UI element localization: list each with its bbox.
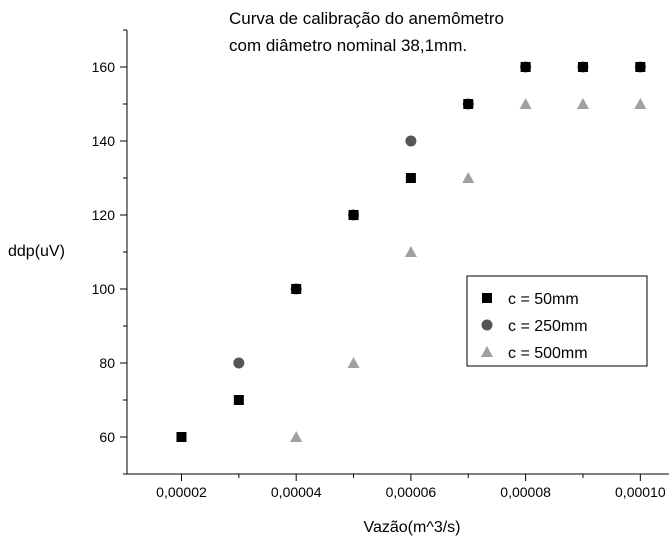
- y-tick-label: 140: [92, 133, 116, 149]
- data-point-triangle: [519, 98, 532, 109]
- data-points: [176, 61, 647, 442]
- x-axis-ticks: 0,00002 0,00004 0,00006 0,00008 0,00010: [156, 474, 666, 500]
- data-point-triangle: [634, 98, 647, 109]
- data-point-square: [463, 99, 474, 109]
- y-axis-ticks: 60 80 100 120 140 160: [92, 29, 127, 475]
- chart-title-line-1: Curva de calibração do anemômetro: [229, 9, 504, 28]
- x-tick-label: 0,00002: [156, 484, 207, 500]
- x-axis-label: Vazão(m^3/s): [363, 519, 460, 536]
- legend-label: c = 50mm: [508, 291, 579, 308]
- x-tick-label: 0,00004: [271, 484, 322, 500]
- data-point-square: [233, 395, 244, 405]
- data-point-square: [520, 62, 531, 72]
- data-point-triangle: [347, 357, 360, 368]
- legend-marker-square: [482, 293, 492, 303]
- y-tick-label: 160: [92, 59, 116, 75]
- data-point-square: [577, 62, 588, 72]
- legend-marker-triangle: [481, 346, 493, 357]
- data-point-square: [291, 284, 302, 294]
- legend: c = 50mm c = 250mm c = 500mm: [466, 275, 648, 367]
- y-axis-label: ddp(uV): [8, 243, 65, 260]
- chart-title: Curva de calibração do anemômetro com di…: [229, 9, 504, 55]
- data-point-triangle: [462, 172, 475, 183]
- data-point-circle: [405, 135, 417, 147]
- x-tick-label: 0,00010: [615, 484, 666, 500]
- y-tick-label: 60: [99, 429, 115, 445]
- data-point-square: [405, 173, 416, 183]
- y-tick-label: 120: [92, 207, 116, 223]
- data-point-square: [176, 432, 187, 442]
- x-tick-label: 0,00006: [386, 484, 437, 500]
- chart-title-line-2: com diâmetro nominal 38,1mm.: [229, 36, 467, 55]
- legend-label: c = 250mm: [508, 318, 588, 335]
- y-tick-label: 80: [99, 355, 115, 371]
- x-tick-label: 0,00008: [500, 484, 551, 500]
- data-point-triangle: [576, 98, 589, 109]
- data-point-triangle: [290, 431, 303, 442]
- data-point-square: [635, 62, 646, 72]
- legend-box: [466, 275, 648, 367]
- legend-label: c = 500mm: [508, 345, 588, 362]
- legend-marker-circle: [481, 319, 493, 331]
- data-point-circle: [233, 357, 245, 369]
- data-point-triangle: [404, 246, 417, 257]
- data-point-square: [348, 210, 359, 220]
- y-tick-label: 100: [92, 281, 116, 297]
